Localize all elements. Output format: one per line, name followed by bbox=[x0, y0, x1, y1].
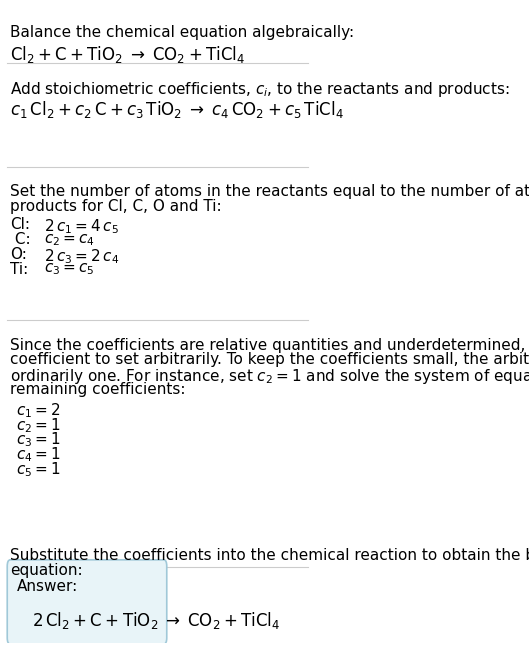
Text: Set the number of atoms in the reactants equal to the number of atoms in the: Set the number of atoms in the reactants… bbox=[10, 184, 529, 199]
Text: Substitute the coefficients into the chemical reaction to obtain the balanced: Substitute the coefficients into the che… bbox=[10, 548, 529, 564]
Text: $c_3 = c_5$: $c_3 = c_5$ bbox=[44, 261, 95, 278]
Text: $c_4 = 1$: $c_4 = 1$ bbox=[16, 446, 61, 464]
Text: $c_2 = c_4$: $c_2 = c_4$ bbox=[44, 232, 95, 248]
Text: $c_5 = 1$: $c_5 = 1$ bbox=[16, 460, 61, 479]
Text: Since the coefficients are relative quantities and underdetermined, choose a: Since the coefficients are relative quan… bbox=[10, 338, 529, 353]
Text: coefficient to set arbitrarily. To keep the coefficients small, the arbitrary va: coefficient to set arbitrarily. To keep … bbox=[10, 352, 529, 367]
Text: $c_2 = 1$: $c_2 = 1$ bbox=[16, 416, 61, 435]
Text: C:: C: bbox=[10, 232, 31, 247]
Text: $c_3 = 1$: $c_3 = 1$ bbox=[16, 431, 61, 450]
Text: $c_1\,\mathrm{Cl_2} + c_2\,\mathrm{C} + c_3\,\mathrm{TiO_2} \;\rightarrow\; c_4\: $c_1\,\mathrm{Cl_2} + c_2\,\mathrm{C} + … bbox=[10, 99, 344, 120]
Text: products for Cl, C, O and Ti:: products for Cl, C, O and Ti: bbox=[10, 199, 222, 214]
Text: remaining coefficients:: remaining coefficients: bbox=[10, 382, 186, 397]
Text: Cl:: Cl: bbox=[10, 217, 30, 232]
Text: Ti:: Ti: bbox=[10, 261, 29, 276]
Text: O:: O: bbox=[10, 247, 27, 262]
Text: $\mathrm{Cl_2 + C + TiO_2 \;\rightarrow\; CO_2 + TiCl_4}$: $\mathrm{Cl_2 + C + TiO_2 \;\rightarrow\… bbox=[10, 44, 245, 65]
FancyBboxPatch shape bbox=[7, 560, 167, 644]
Text: equation:: equation: bbox=[10, 563, 83, 578]
Text: Balance the chemical equation algebraically:: Balance the chemical equation algebraica… bbox=[10, 25, 354, 39]
Text: Answer:: Answer: bbox=[16, 579, 78, 594]
Text: $2\,\mathrm{Cl_2} + \mathrm{C} + \mathrm{TiO_2} \;\rightarrow\; \mathrm{CO_2} + : $2\,\mathrm{Cl_2} + \mathrm{C} + \mathrm… bbox=[32, 609, 280, 631]
Text: $c_1 = 2$: $c_1 = 2$ bbox=[16, 401, 61, 420]
Text: $2\,c_3 = 2\,c_4$: $2\,c_3 = 2\,c_4$ bbox=[44, 247, 119, 265]
Text: Add stoichiometric coefficients, $c_i$, to the reactants and products:: Add stoichiometric coefficients, $c_i$, … bbox=[10, 80, 510, 98]
Text: ordinarily one. For instance, set $c_2 = 1$ and solve the system of equations fo: ordinarily one. For instance, set $c_2 =… bbox=[10, 367, 529, 386]
Text: $2\,c_1 = 4\,c_5$: $2\,c_1 = 4\,c_5$ bbox=[44, 217, 119, 236]
